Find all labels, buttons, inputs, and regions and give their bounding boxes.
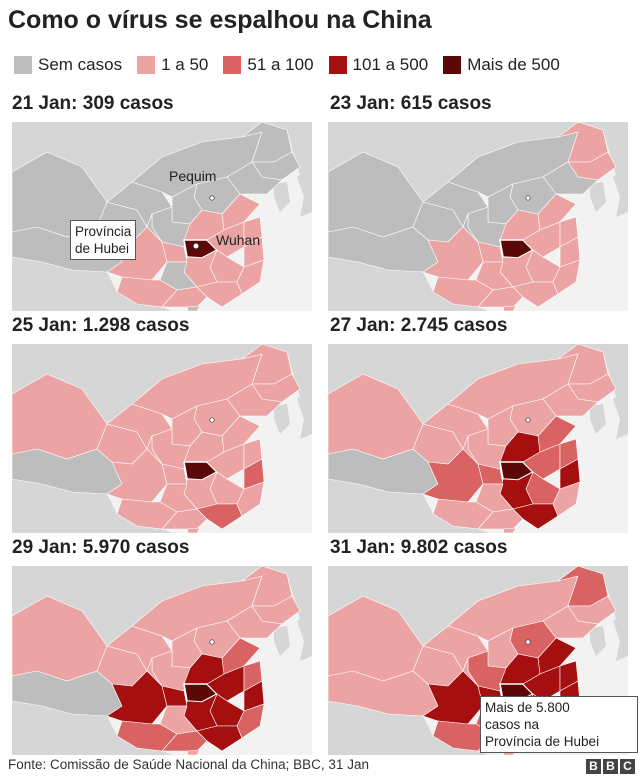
- map-29-jan: [12, 566, 312, 755]
- beijing-marker: [525, 639, 531, 645]
- bbc-logo-letter: C: [620, 759, 635, 774]
- neighbouring-land: [328, 122, 628, 311]
- wuhan-label: Wuhan: [216, 232, 261, 248]
- province-fujian: [236, 259, 265, 295]
- beijing-marker: [525, 195, 531, 201]
- province-sichuan: [106, 670, 168, 725]
- panel-title-23-jan: 23 Jan: 615 casos: [330, 93, 492, 114]
- china-map: [12, 344, 312, 533]
- bbc-logo-letter: B: [603, 759, 618, 774]
- legend-item-51-100: 51 a 100: [223, 55, 314, 75]
- map-23-jan: [328, 122, 628, 311]
- legend-item-1-50: 1 a 50: [137, 55, 208, 75]
- panel-title-27-jan: 27 Jan: 2.745 casos: [330, 315, 508, 336]
- neighbouring-land: [328, 344, 628, 533]
- beijing-marker: [209, 639, 215, 645]
- beijing-marker: [209, 195, 215, 201]
- province-fujian: [236, 703, 265, 739]
- legend-swatch: [223, 56, 242, 74]
- province-fujian: [552, 481, 581, 517]
- province-sichuan: [422, 670, 484, 725]
- china-map: [12, 122, 312, 311]
- korea-japan-land: [590, 389, 628, 439]
- province-shandong: [221, 193, 261, 231]
- map-25-jan: [12, 344, 312, 533]
- legend-swatch: [443, 56, 462, 74]
- panel-title-31-jan: 31 Jan: 9.802 casos: [330, 537, 508, 558]
- province-hainan: [186, 749, 201, 755]
- hubei-callout: Província de Hubei: [70, 220, 137, 260]
- legend-item-no-cases: Sem casos: [14, 55, 122, 75]
- hubei-callout-line: de Hubei: [75, 241, 130, 256]
- map-21-jan: [12, 122, 312, 311]
- neighbouring-land: [12, 122, 312, 311]
- bbc-logo-letter: B: [586, 759, 601, 774]
- province-sichuan: [422, 226, 484, 281]
- province-shandong: [221, 415, 261, 453]
- korea-japan-land: [274, 389, 312, 439]
- neighbouring-land: [328, 566, 628, 755]
- callout-line: Província de Hubei: [485, 734, 600, 749]
- panel-title-21-jan: 21 Jan: 309 casos: [12, 93, 174, 114]
- province-fujian: [552, 259, 581, 295]
- panel-title-25-jan: 25 Jan: 1.298 casos: [12, 315, 190, 336]
- korea-japan-land: [274, 167, 312, 217]
- province-hainan: [502, 305, 517, 311]
- province-sichuan: [106, 448, 168, 503]
- province-shandong: [537, 193, 577, 231]
- legend-swatch: [137, 56, 156, 74]
- province-sichuan: [422, 448, 484, 503]
- legend-label: Sem casos: [38, 55, 123, 74]
- legend-swatch: [14, 56, 32, 74]
- legend-label: 101 a 500: [352, 55, 429, 74]
- province-hainan: [502, 527, 517, 533]
- legend-swatch: [328, 56, 347, 74]
- province-shandong: [537, 637, 577, 675]
- source-footer: Fonte: Comissão de Saúde Nacional da Chi…: [8, 757, 369, 772]
- china-map: [12, 566, 312, 755]
- wuhan-marker: [192, 242, 200, 250]
- hubei-cases-callout: Mais de 5.800 casos na Província de Hube…: [480, 696, 638, 753]
- neighbouring-land: [12, 566, 312, 755]
- china-map: [328, 344, 628, 533]
- province-sichuan: [106, 226, 168, 281]
- legend-item-over-500: Mais de 500: [443, 55, 560, 75]
- beijing-marker: [209, 417, 215, 423]
- province-shandong: [537, 415, 577, 453]
- korea-japan-land: [274, 611, 312, 661]
- legend: Sem casos 1 a 50 51 a 100 101 a 500 Mais…: [14, 54, 575, 76]
- province-hainan: [186, 305, 201, 311]
- province-fujian: [236, 481, 265, 517]
- bbc-logo: B B C: [584, 759, 635, 774]
- korea-japan-land: [590, 167, 628, 217]
- legend-label: Mais de 500: [467, 55, 560, 74]
- beijing-label: Pequim: [169, 168, 217, 184]
- neighbouring-land: [12, 344, 312, 533]
- callout-line: casos na: [485, 717, 540, 732]
- panel-title-29-jan: 29 Jan: 5.970 casos: [12, 537, 190, 558]
- province-shandong: [221, 637, 261, 675]
- chart-title: Como o vírus se espalhou na China: [8, 6, 432, 34]
- hubei-callout-line: Província: [75, 224, 132, 239]
- province-hainan: [186, 527, 201, 533]
- legend-label: 51 a 100: [247, 55, 314, 74]
- legend-item-101-500: 101 a 500: [328, 55, 429, 75]
- callout-line: Mais de 5.800: [485, 700, 570, 715]
- map-27-jan: [328, 344, 628, 533]
- legend-label: 1 a 50: [161, 55, 209, 74]
- korea-japan-land: [590, 611, 628, 661]
- beijing-marker: [525, 417, 531, 423]
- china-map: [328, 122, 628, 311]
